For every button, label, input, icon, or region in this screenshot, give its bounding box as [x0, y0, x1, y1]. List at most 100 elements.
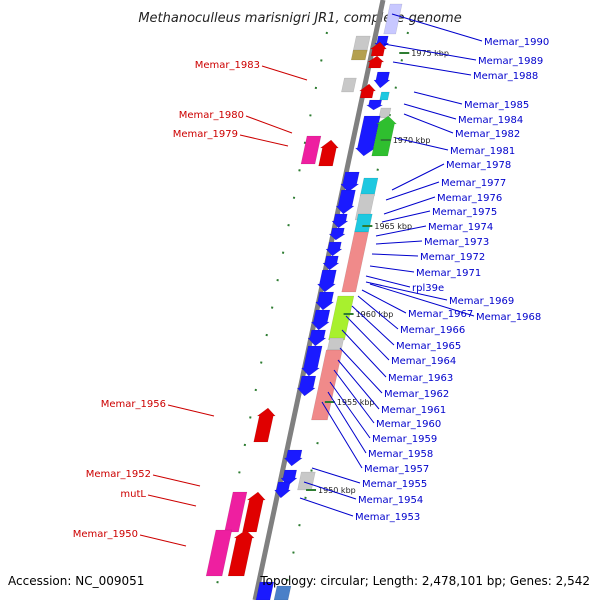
gene-label-left[interactable]: Memar_1950 — [73, 529, 138, 540]
gene-label-right[interactable]: Memar_1960 — [376, 419, 441, 430]
gene-label-right[interactable]: Memar_1981 — [450, 146, 515, 157]
gene-feature-g1963a — [326, 337, 345, 351]
gene-feature-g1948 — [273, 585, 292, 600]
gene-feature-g1980 — [300, 135, 322, 165]
gene-label-right[interactable]: Memar_1955 — [362, 479, 427, 490]
gene-label-right[interactable]: rpl39e — [412, 283, 444, 294]
leader-line — [403, 103, 457, 120]
gene-label-right[interactable]: Memar_1965 — [396, 341, 461, 352]
gene-label-right[interactable]: Memar_1953 — [355, 512, 420, 523]
gene-label-left[interactable]: Memar_1952 — [86, 469, 151, 480]
gene-label-left[interactable]: mutL — [120, 489, 146, 500]
gene-label-right[interactable]: Memar_1961 — [381, 405, 446, 416]
gene-label-right[interactable]: Memar_1989 — [478, 56, 543, 67]
gene-label-right[interactable]: Memar_1971 — [416, 268, 481, 279]
gene-features — [205, 3, 403, 600]
gene-feature-g1984 — [365, 99, 383, 111]
gene-feature-g1966 — [315, 291, 335, 311]
gene-feature-g1979 — [318, 139, 339, 167]
gene-label-right[interactable]: Memar_1964 — [391, 356, 456, 367]
gene-label-right[interactable]: Memar_1968 — [476, 312, 541, 323]
gene-label-left[interactable]: Memar_1980 — [179, 110, 244, 121]
gene-label-right[interactable]: Memar_1957 — [364, 464, 429, 475]
gene-label-right[interactable]: Memar_1958 — [368, 449, 433, 460]
gene-label-right[interactable]: Memar_1969 — [449, 296, 514, 307]
leader-line — [351, 305, 395, 346]
gene-label-left[interactable]: Memar_1979 — [173, 129, 238, 140]
leader-line — [341, 329, 387, 378]
gene-label-right[interactable]: Memar_1978 — [446, 160, 511, 171]
leader-line — [139, 534, 187, 547]
gene-feature-g1963 — [300, 345, 323, 377]
gene-feature-g1983e — [341, 77, 357, 93]
gene-label-right[interactable]: Memar_1967 — [408, 309, 473, 320]
kbp-label: 1970 kbp — [393, 136, 431, 145]
leader-line — [303, 481, 357, 500]
accession-text: Accession: NC_009051 — [8, 574, 144, 588]
gene-label-right[interactable]: Memar_1959 — [372, 434, 437, 445]
leader-line — [167, 404, 215, 417]
gene-feature-g1981 — [371, 115, 398, 157]
gene-feature-g1983f — [358, 83, 377, 99]
gene-feature-g1976 — [335, 189, 356, 215]
gene-feature-g1967 — [328, 295, 355, 341]
leader-line — [329, 381, 371, 439]
leader-line — [345, 315, 390, 361]
gene-feature-g1961 — [296, 375, 317, 397]
gene-feature-g1988 — [373, 71, 391, 89]
topology-text: Topology: circular; Length: 2,478,101 bp… — [259, 574, 590, 588]
gene-label-right[interactable]: Memar_1972 — [420, 252, 485, 263]
leader-line — [365, 281, 448, 301]
leader-line — [375, 240, 423, 245]
gene-label-right[interactable]: Memar_1963 — [388, 373, 453, 384]
gene-feature-g1972 — [328, 227, 346, 241]
leader-line — [369, 265, 415, 273]
leader-line — [365, 275, 411, 288]
gene-feature-g1982b — [354, 115, 381, 157]
leader-line — [357, 295, 399, 330]
gene-label-right[interactable]: Memar_1973 — [424, 237, 489, 248]
gene-labels: Memar_1983 Memar_1980 Memar_1979 Memar_1956… — [73, 13, 549, 547]
leader-line — [327, 391, 367, 454]
gene-feature-g1983b — [350, 49, 368, 61]
gene-feature-gmutLa — [224, 491, 248, 533]
gene-label-right[interactable]: Memar_1984 — [458, 115, 523, 126]
leader-line — [391, 13, 483, 42]
gene-label-right[interactable]: Memar_1962 — [384, 389, 449, 400]
gene-label-right[interactable]: Memar_1966 — [400, 325, 465, 336]
gene-feature-g1956 — [253, 407, 276, 443]
gene-feature-g1949 — [255, 581, 275, 600]
leader-line — [391, 163, 445, 191]
gene-label-right[interactable]: Memar_1982 — [455, 129, 520, 140]
gene-feature-g1955 — [283, 449, 304, 467]
leader-line — [321, 401, 363, 469]
gene-feature-g1971 — [325, 241, 343, 257]
kbp-label: 1950 kbp — [318, 486, 356, 495]
leader-line — [403, 113, 454, 134]
leader-line — [383, 43, 477, 61]
gene-label-right[interactable]: Memar_1975 — [432, 207, 497, 218]
leader-line — [392, 61, 472, 76]
gene-label-right[interactable]: Memar_1954 — [358, 495, 423, 506]
leader-line — [369, 283, 475, 317]
gene-label-right[interactable]: Memar_1976 — [437, 193, 502, 204]
leader-line — [395, 137, 449, 151]
kbp-ticks: 1975 kbp 1970 kbp 1965 kbp 1960 kbp 1955 kbp… — [306, 49, 449, 495]
gene-label-right[interactable]: Memar_1990 — [484, 37, 549, 48]
gene-feature-g1965 — [310, 309, 331, 331]
leader-line — [239, 134, 289, 147]
kbp-label: 1975 kbp — [411, 49, 449, 58]
gene-feature-g1983a — [352, 35, 371, 53]
gene-label-left[interactable]: Memar_1983 — [195, 60, 260, 71]
gene-feature-gmutLb — [242, 491, 266, 533]
gene-label-right[interactable]: Memar_1974 — [428, 222, 493, 233]
gene-feature-g1950b — [227, 529, 255, 577]
gene-label-right[interactable]: Memar_1988 — [473, 71, 538, 82]
gene-label-right[interactable]: Memar_1985 — [464, 100, 529, 111]
gene-label-right[interactable]: Memar_1977 — [441, 178, 506, 189]
gene-label-left[interactable]: Memar_1956 — [101, 399, 166, 410]
leader-line — [261, 65, 308, 81]
leader-line — [147, 494, 197, 507]
